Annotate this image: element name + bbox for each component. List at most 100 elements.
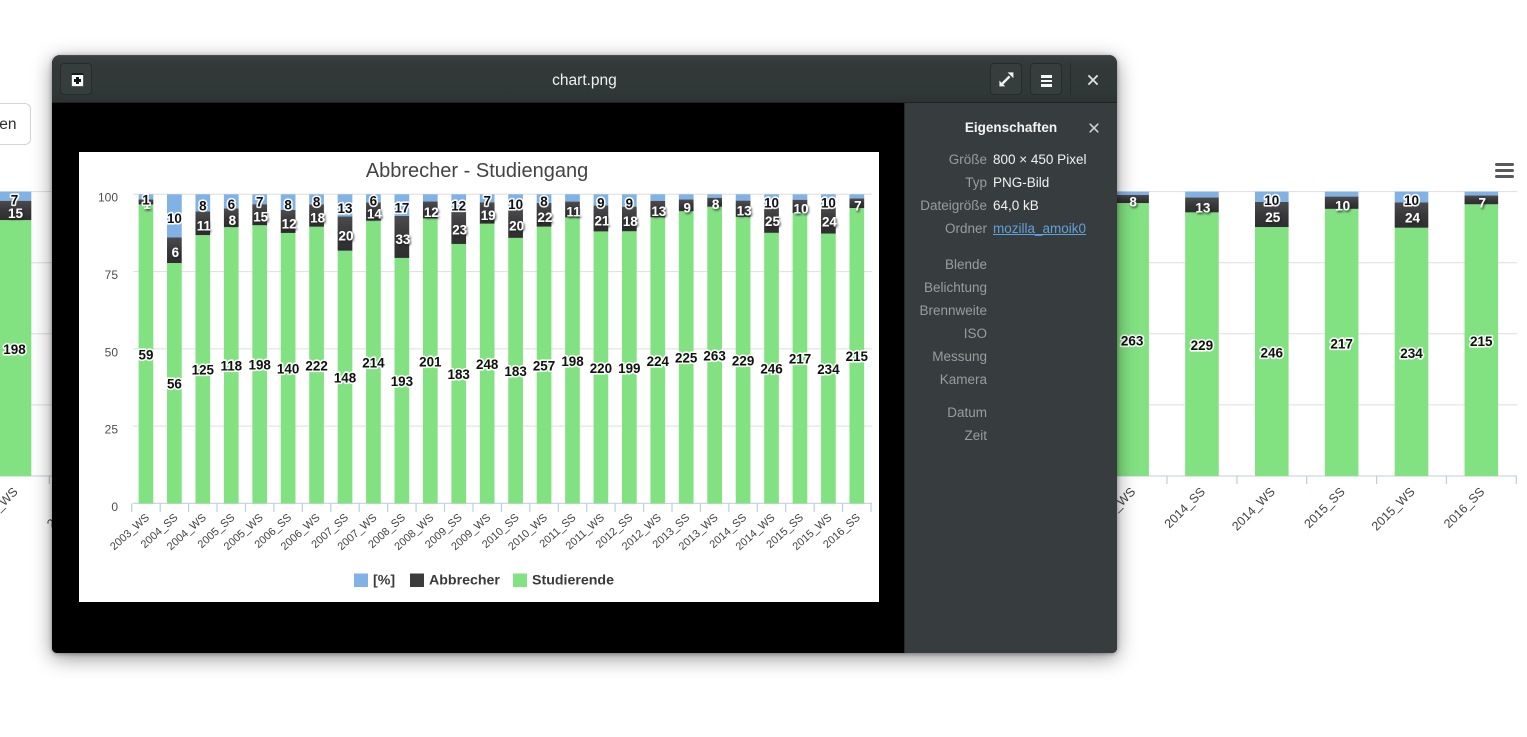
svg-text:9: 9: [683, 200, 690, 215]
svg-text:215: 215: [1470, 334, 1493, 349]
svg-text:9: 9: [597, 195, 604, 210]
svg-text:50: 50: [105, 345, 119, 359]
svg-text:7: 7: [483, 194, 490, 209]
svg-text:20: 20: [339, 229, 354, 244]
svg-text:12: 12: [282, 216, 297, 231]
svg-text:12: 12: [424, 205, 439, 220]
svg-text:10: 10: [821, 196, 836, 211]
svg-text:140: 140: [277, 362, 299, 377]
svg-text:15: 15: [253, 210, 268, 225]
svg-text:Abbrecher - Studiengang: Abbrecher - Studiengang: [366, 160, 588, 182]
svg-text:201: 201: [419, 354, 442, 369]
svg-text:7: 7: [11, 192, 19, 207]
svg-text:1: 1: [142, 192, 150, 207]
svg-text:7: 7: [256, 195, 263, 210]
svg-text:8: 8: [199, 198, 207, 213]
svg-text:183: 183: [448, 367, 470, 382]
svg-text:100: 100: [98, 191, 118, 205]
svg-text:8: 8: [540, 194, 548, 209]
svg-text:2015_WS: 2015_WS: [1369, 485, 1418, 534]
svg-text:263: 263: [1121, 334, 1144, 349]
svg-text:2014_WS: 2014_WS: [1229, 485, 1278, 534]
svg-text:15: 15: [8, 206, 24, 221]
svg-text:18: 18: [623, 214, 638, 229]
svg-text:217: 217: [1330, 337, 1353, 352]
svg-text:2015_SS: 2015_SS: [1301, 485, 1347, 531]
svg-text:215: 215: [846, 349, 869, 364]
svg-text:10: 10: [764, 195, 779, 210]
svg-text:224: 224: [647, 354, 670, 369]
svg-text:25: 25: [1265, 210, 1281, 225]
svg-text:246: 246: [760, 362, 782, 377]
svg-text:25: 25: [765, 214, 780, 229]
svg-text:0: 0: [111, 500, 118, 514]
svg-text:229: 229: [732, 354, 754, 369]
svg-text:7: 7: [1479, 196, 1487, 211]
svg-text:10: 10: [167, 211, 182, 226]
svg-text:220: 220: [590, 361, 612, 376]
svg-text:25: 25: [105, 423, 119, 437]
svg-text:10: 10: [1404, 193, 1419, 208]
svg-text:217: 217: [789, 352, 811, 367]
svg-text:2005_WS: 2005_WS: [0, 485, 21, 534]
svg-text:198: 198: [561, 354, 584, 369]
svg-text:18: 18: [310, 211, 325, 226]
svg-text:17: 17: [394, 201, 409, 216]
svg-text:11: 11: [197, 218, 212, 233]
svg-text:7: 7: [854, 198, 861, 213]
svg-text:8: 8: [712, 197, 720, 212]
svg-text:8: 8: [229, 213, 237, 228]
svg-text:198: 198: [3, 342, 26, 357]
svg-text:222: 222: [305, 359, 327, 374]
svg-text:2016_SS: 2016_SS: [1441, 485, 1487, 531]
svg-text:21: 21: [594, 214, 609, 229]
svg-text:10: 10: [1264, 193, 1279, 208]
svg-text:257: 257: [533, 358, 555, 373]
svg-text:6: 6: [370, 194, 377, 209]
svg-text:10: 10: [508, 197, 523, 212]
svg-text:9: 9: [626, 196, 633, 211]
svg-text:6: 6: [228, 197, 235, 212]
svg-text:33: 33: [395, 232, 410, 247]
svg-text:10: 10: [794, 201, 809, 216]
svg-text:20: 20: [509, 218, 524, 233]
svg-text:75: 75: [105, 268, 119, 282]
svg-text:8: 8: [313, 195, 321, 210]
svg-text:225: 225: [675, 351, 698, 366]
svg-text:199: 199: [618, 361, 640, 376]
svg-text:198: 198: [249, 358, 272, 373]
svg-text:1: 1: [143, 197, 151, 212]
svg-text:234: 234: [817, 362, 840, 377]
svg-text:59: 59: [139, 347, 154, 362]
svg-text:56: 56: [167, 377, 182, 392]
svg-text:229: 229: [1191, 338, 1214, 353]
svg-text:19: 19: [481, 208, 496, 223]
svg-text:125: 125: [192, 363, 215, 378]
svg-text:214: 214: [362, 356, 385, 371]
svg-text:2014_SS: 2014_SS: [1162, 485, 1208, 531]
svg-text:13: 13: [1195, 201, 1211, 216]
svg-text:183: 183: [504, 364, 526, 379]
svg-text:263: 263: [703, 349, 725, 364]
svg-text:148: 148: [334, 371, 357, 386]
svg-text:246: 246: [1261, 346, 1284, 361]
svg-text:11: 11: [566, 205, 581, 220]
svg-text:193: 193: [391, 374, 413, 389]
svg-text:8: 8: [284, 198, 292, 213]
svg-text:23: 23: [452, 223, 467, 238]
svg-text:118: 118: [220, 359, 242, 374]
svg-text:Abbrecher: Abbrecher: [429, 573, 500, 589]
svg-text:234: 234: [1400, 346, 1423, 361]
svg-text:248: 248: [476, 357, 499, 372]
svg-text:8: 8: [1129, 195, 1137, 210]
svg-text:12: 12: [451, 198, 466, 213]
svg-text:Studierende: Studierende: [532, 573, 614, 589]
svg-text:24: 24: [1405, 211, 1421, 226]
svg-text:13: 13: [651, 204, 666, 219]
svg-text:13: 13: [338, 201, 353, 216]
svg-text:13: 13: [737, 204, 752, 219]
svg-text:14: 14: [367, 207, 382, 222]
svg-text:6: 6: [172, 245, 179, 260]
svg-text:10: 10: [1335, 199, 1350, 214]
svg-text:22: 22: [538, 210, 553, 225]
